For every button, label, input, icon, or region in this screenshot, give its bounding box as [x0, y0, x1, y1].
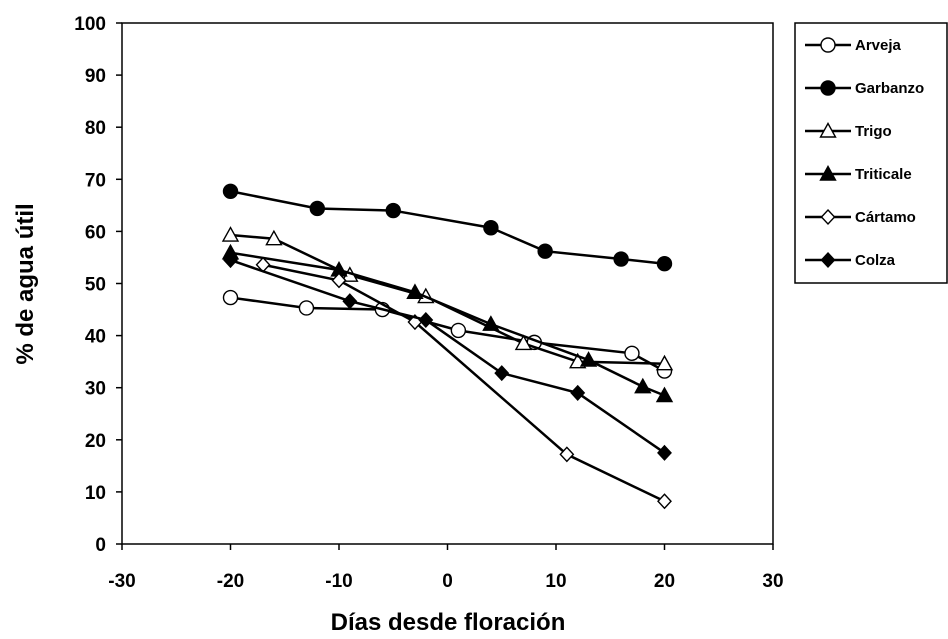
data-point-colza [657, 444, 672, 461]
x-tick-label: -20 [217, 571, 244, 592]
data-point-garbanzo [385, 202, 401, 219]
legend-item-trigo: Trigo [805, 122, 892, 140]
series-line-colza [230, 258, 666, 454]
y-tick-label: 50 [85, 275, 106, 296]
plot-border [121, 22, 774, 545]
legend-marker-cartamo [820, 208, 836, 226]
data-point-triticale [579, 351, 598, 367]
legend-label: Trigo [855, 123, 892, 140]
y-tick-label: 30 [85, 379, 106, 400]
y-tick-label: 90 [85, 66, 106, 87]
x-axis: -30 -20 -10 0 10 20 30 [108, 544, 784, 592]
x-tick-label: 20 [654, 571, 675, 592]
data-point-triticale [482, 315, 500, 331]
legend-marker-trigo [819, 122, 837, 138]
legend-item-arveja: Arveja [805, 37, 902, 54]
x-tick-label: -10 [325, 571, 352, 592]
data-point-garbanzo [537, 243, 553, 259]
series-line-trigo [230, 233, 665, 365]
y-tick-label: 20 [85, 431, 106, 452]
data-point-cartamo [559, 446, 575, 463]
y-tick-label: 10 [85, 483, 106, 504]
series-line-triticale [230, 251, 665, 397]
x-tick-label: 0 [442, 571, 453, 592]
plot-area [121, 22, 774, 545]
y-tick-label: 60 [85, 222, 106, 243]
y-axis-title: % de agua útil [12, 203, 39, 364]
series-cartamo [255, 256, 672, 510]
data-point-cartamo [331, 272, 347, 289]
legend-label: Garbanzo [855, 80, 924, 97]
legend-label: Triticale [855, 166, 912, 183]
legend-marker-colza [820, 251, 836, 269]
data-point-triticale [406, 283, 424, 300]
y-tick-label: 0 [95, 535, 106, 556]
data-point-trigo [655, 354, 674, 371]
data-point-arveja [624, 345, 640, 362]
legend-label: Arveja [855, 37, 902, 54]
series-triticale [221, 243, 674, 403]
legend-label: Colza [855, 252, 896, 269]
data-point-colza [223, 252, 238, 269]
series-garbanzo [222, 183, 673, 272]
series-line-cartamo [262, 263, 666, 503]
legend-item-colza: Colza [805, 251, 896, 269]
y-tick-label: 70 [85, 170, 106, 191]
y-tick-label: 80 [85, 118, 106, 139]
data-point-cartamo [657, 493, 672, 510]
x-tick-label: 30 [762, 571, 783, 592]
data-point-garbanzo [483, 220, 499, 236]
x-tick-label: -30 [108, 571, 135, 592]
legend-marker-arveja [820, 37, 836, 53]
data-point-triticale [634, 377, 652, 394]
data-point-garbanzo [656, 256, 673, 272]
data-point-colza [418, 311, 434, 328]
series-line-garbanzo [230, 190, 665, 265]
data-point-garbanzo [222, 183, 239, 199]
data-point-colza [570, 384, 586, 401]
legend-item-triticale: Triticale [805, 165, 912, 183]
data-point-trigo [514, 334, 533, 351]
data-point-trigo [265, 229, 283, 246]
legend-marker-garbanzo [820, 80, 836, 96]
data-point-colza [494, 365, 510, 382]
data-point-garbanzo [309, 200, 325, 217]
series-trigo [221, 226, 674, 371]
y-tick-label: 100 [74, 14, 106, 35]
legend-label: Cártamo [855, 209, 916, 226]
x-axis-title: Días desde floración [331, 609, 566, 636]
legend-item-cartamo: Cártamo [805, 208, 916, 226]
legend-box [794, 22, 948, 284]
legend-marker-triticale [819, 165, 837, 181]
legend: Arveja Garbanzo Trigo Triticale Cártamo Colza [794, 22, 948, 284]
data-point-garbanzo [613, 251, 629, 267]
x-tick-label: 10 [545, 571, 566, 592]
y-tick-label: 40 [85, 327, 106, 348]
data-point-trigo [221, 226, 240, 242]
series-layer [221, 183, 674, 510]
series-colza [223, 252, 672, 461]
data-point-colza [342, 293, 358, 310]
data-point-triticale [655, 386, 674, 403]
legend-item-garbanzo: Garbanzo [805, 80, 924, 97]
y-axis: 0 10 20 30 40 50 60 70 80 90 100 [74, 14, 122, 556]
data-point-arveja [222, 289, 239, 306]
data-point-arveja [450, 322, 467, 339]
data-point-arveja [298, 300, 315, 316]
